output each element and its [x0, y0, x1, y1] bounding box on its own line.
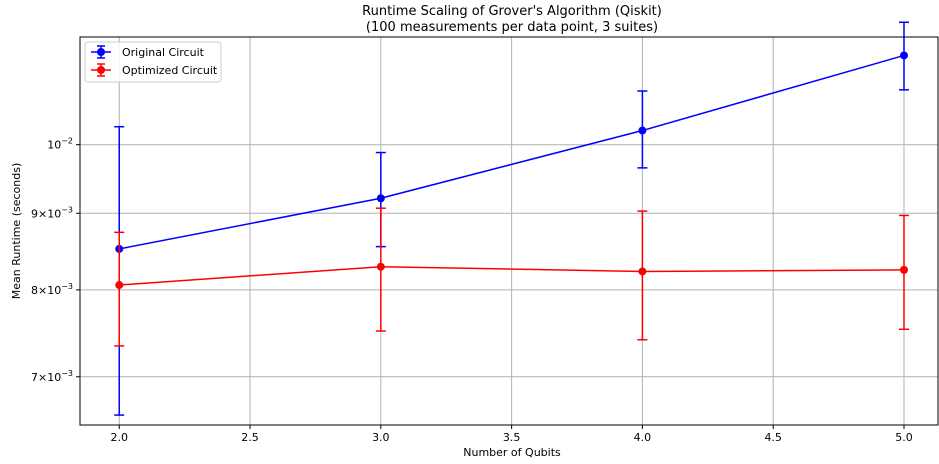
x-tick-label: 5.0	[895, 431, 913, 444]
x-tick-label: 4.0	[634, 431, 652, 444]
series-line-original	[119, 54, 905, 250]
x-tick-label: 4.5	[764, 431, 782, 444]
legend-item-optimized: Optimized Circuit	[91, 63, 218, 77]
data-point-optimized	[899, 265, 908, 274]
data-point-original	[638, 126, 647, 135]
legend-marker-optimized	[97, 66, 105, 74]
chart-title: Runtime Scaling of Grover's Algorithm (Q…	[362, 4, 662, 19]
x-tick-label: 3.0	[372, 431, 390, 444]
series-layer	[114, 21, 909, 416]
data-point-original	[376, 194, 385, 203]
x-tick-label: 3.5	[503, 431, 521, 444]
data-point-original	[899, 51, 908, 60]
legend-item-original: Original Circuit	[91, 45, 205, 59]
legend-label-optimized: Optimized Circuit	[122, 64, 218, 77]
chart-subtitle: (100 measurements per data point, 3 suit…	[366, 20, 658, 35]
series-line-optimized	[119, 265, 904, 286]
data-point-optimized	[638, 267, 647, 276]
y-axis-label: Mean Runtime (seconds)	[10, 163, 23, 299]
data-point-optimized	[115, 281, 124, 290]
legend: Original Circuit Optimized Circuit	[84, 41, 222, 83]
legend-marker-original	[97, 48, 105, 56]
x-axis-label: Number of Qubits	[463, 446, 561, 459]
legend-box	[84, 41, 222, 83]
legend-label-original: Original Circuit	[122, 46, 205, 59]
x-tick-label: 2.5	[241, 431, 259, 444]
data-point-optimized	[376, 262, 385, 271]
plot-frame	[79, 36, 939, 426]
x-tick-label: 2.0	[110, 431, 128, 444]
